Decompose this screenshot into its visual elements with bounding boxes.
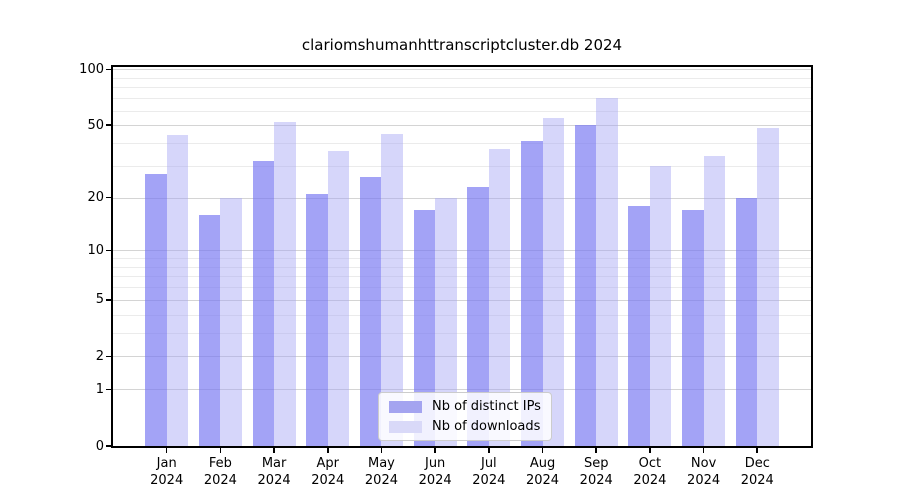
- gridline-major-10: [113, 250, 811, 252]
- gridline-minor: [113, 276, 811, 278]
- y-tick-label-50: 50: [87, 117, 104, 133]
- bar-mar-downloads: [274, 122, 296, 446]
- x-tick-label-sep: Sep 2024: [579, 456, 613, 488]
- gridline-minor: [113, 77, 811, 79]
- gridline-minor: [113, 98, 811, 100]
- bar-oct-downloads: [649, 165, 672, 446]
- bar-apr-downloads: [327, 151, 350, 446]
- bar-jun-downloads: [435, 197, 457, 446]
- x-tick-label-jun: Jun 2024: [418, 456, 452, 488]
- x-tick-mark: [488, 448, 490, 453]
- gridline-major-100: [113, 69, 811, 71]
- legend-swatch-downloads: [389, 420, 422, 433]
- x-tick-label-mar: Mar 2024: [257, 456, 291, 488]
- legend-label-downloads: Nb of downloads: [432, 419, 541, 434]
- bar-jan-distinct-ips: [145, 174, 167, 446]
- x-tick-label-feb: Feb 2024: [203, 456, 237, 488]
- x-tick-mark: [326, 448, 329, 453]
- gridline-minor: [113, 314, 811, 316]
- x-tick-mark: [273, 448, 275, 453]
- legend-label-distinct-ips: Nb of distinct IPs: [432, 399, 541, 414]
- bar-dec-distinct-ips: [735, 197, 758, 446]
- x-tick-mark: [219, 448, 222, 453]
- y-tick-mark: [106, 124, 113, 126]
- x-tick-mark: [756, 448, 759, 453]
- legend-swatch-distinct-ips: [389, 400, 422, 413]
- y-tick-mark: [106, 355, 113, 358]
- x-tick-mark: [541, 448, 544, 453]
- bar-mar-distinct-ips: [252, 160, 275, 446]
- x-tick-mark: [434, 448, 436, 453]
- y-tick-mark: [106, 249, 113, 252]
- gridline-minor: [113, 287, 811, 289]
- bar-aug-downloads: [542, 117, 565, 446]
- gridline-minor: [113, 87, 811, 89]
- bar-nov-downloads: [703, 155, 726, 446]
- x-tick-label-jan: Jan 2024: [150, 456, 184, 488]
- y-tick-label-10: 10: [87, 242, 104, 258]
- y-tick-mark: [106, 68, 113, 71]
- y-tick-mark: [106, 445, 113, 447]
- gridline-minor: [113, 332, 811, 334]
- x-tick-label-aug: Aug 2024: [525, 456, 560, 488]
- gridline-minor: [113, 165, 811, 167]
- gridline-major-5: [113, 299, 811, 301]
- gridline-major-1: [113, 389, 811, 391]
- y-tick-mark: [106, 388, 113, 391]
- gridline-major-20: [113, 197, 811, 199]
- gridline-minor: [113, 142, 811, 144]
- bar-nov-distinct-ips: [682, 210, 704, 446]
- bar-feb-distinct-ips: [198, 214, 221, 446]
- plot-area: [113, 67, 811, 446]
- bar-sep-downloads: [596, 98, 618, 446]
- x-tick-label-oct: Oct 2024: [633, 456, 667, 488]
- bar-apr-distinct-ips: [306, 193, 328, 446]
- x-tick-label-apr: Apr 2024: [311, 456, 345, 488]
- bar-may-distinct-ips: [359, 177, 382, 446]
- bar-may-downloads: [381, 133, 403, 446]
- bar-sep-distinct-ips: [574, 125, 597, 446]
- x-tick-label-jul: Jul 2024: [472, 456, 506, 488]
- x-tick-label-may: May 2024: [364, 456, 398, 488]
- x-tick-mark: [595, 448, 597, 453]
- x-tick-label-nov: Nov 2024: [687, 456, 721, 488]
- bar-jul-distinct-ips: [467, 186, 489, 446]
- legend: Nb of distinct IPs Nb of downloads: [378, 392, 552, 441]
- bar-jul-downloads: [488, 149, 511, 446]
- y-tick-label-1: 1: [95, 381, 104, 397]
- y-tick-label-20: 20: [87, 190, 104, 206]
- gridline-major-50: [113, 125, 811, 127]
- x-tick-mark: [165, 448, 168, 453]
- bar-jun-distinct-ips: [413, 210, 436, 446]
- x-tick-mark: [380, 448, 383, 453]
- bar-aug-distinct-ips: [521, 141, 543, 446]
- x-tick-label-dec: Dec 2024: [740, 456, 774, 488]
- x-tick-mark: [702, 448, 705, 453]
- y-tick-mark: [106, 196, 113, 199]
- bar-jan-downloads: [166, 135, 189, 446]
- legend-item-downloads: Nb of downloads: [389, 419, 541, 434]
- bar-dec-downloads: [757, 128, 779, 446]
- gridline-minor: [113, 258, 811, 260]
- y-tick-label-2: 2: [95, 348, 104, 364]
- y-tick-label-100: 100: [79, 61, 104, 77]
- gridline-minor: [113, 110, 811, 112]
- gridline-major-2: [113, 356, 811, 358]
- gridline-minor: [113, 266, 811, 268]
- legend-item-distinct-ips: Nb of distinct IPs: [389, 399, 541, 414]
- y-tick-label-0: 0: [95, 438, 104, 454]
- bar-oct-distinct-ips: [628, 205, 650, 446]
- bar-feb-downloads: [220, 197, 242, 446]
- y-tick-mark: [106, 298, 113, 301]
- x-tick-mark: [649, 448, 651, 453]
- y-tick-label-5: 5: [95, 292, 104, 308]
- chart-title: clariomshumanhttranscriptcluster.db 2024: [301, 36, 623, 54]
